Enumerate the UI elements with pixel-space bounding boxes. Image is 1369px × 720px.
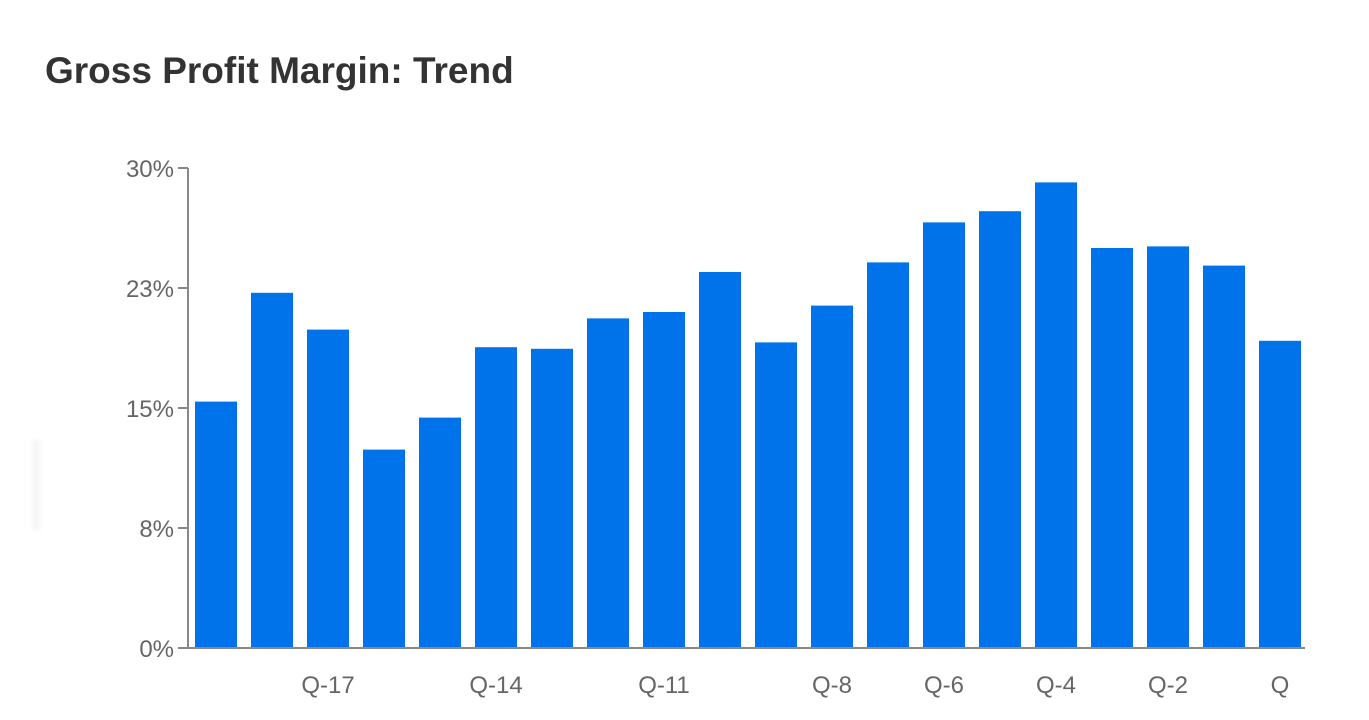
bar-4 [363,449,405,648]
y-tick-label: 23% [126,276,174,303]
x-tick-label: Q-8 [812,672,852,699]
bar-5 [419,417,461,648]
x-axis: Q-17 Q-14 Q-11 Q-8 Q-6 Q-4 Q-2 Q [178,647,1305,699]
x-tick-label: Q-17 [301,672,354,699]
y-tick-label: 15% [126,396,174,423]
bar-14 [923,222,965,648]
edge-shadow [33,440,43,530]
bar-7 [531,348,573,648]
bar-20 [1259,340,1301,648]
bar-19 [1203,265,1245,648]
bar-9 [643,312,685,648]
bar-13 [867,262,909,648]
chart-title: Gross Profit Margin: Trend [45,50,514,91]
bars-group [195,182,1301,648]
bar-15 [979,211,1021,648]
bar-12 [811,305,853,648]
bar-11 [755,342,797,648]
x-tick-label: Q-2 [1148,672,1188,699]
y-tick-label: 0% [139,636,174,663]
bar-6 [475,347,517,648]
bar-18 [1147,246,1189,648]
y-tick-label: 30% [126,156,174,183]
x-tick-label: Q-14 [469,672,522,699]
bar-10 [699,272,741,648]
bar-3 [307,329,349,648]
x-tick-label: Q [1271,672,1290,699]
y-tick-label: 8% [139,516,174,543]
bar-2 [251,292,293,648]
bar-8 [587,318,629,648]
bar-16 [1035,182,1077,648]
bar-1 [195,401,237,648]
x-tick-label: Q-4 [1036,672,1076,699]
x-tick-label: Q-11 [638,672,690,699]
x-tick-label: Q-6 [924,672,964,699]
bar-17 [1091,248,1133,648]
y-axis: 0% 8% 15% 23% 30% [126,156,189,663]
